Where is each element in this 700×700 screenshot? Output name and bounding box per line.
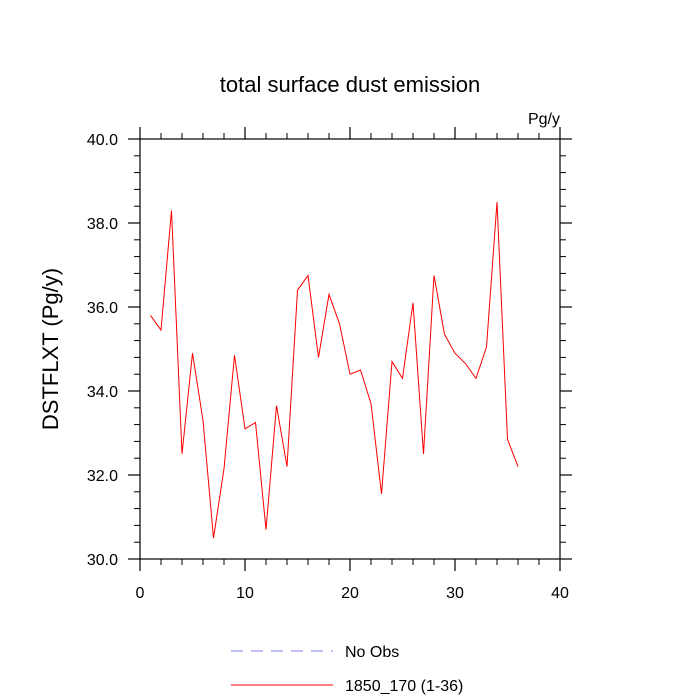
x-tick-label: 40 — [551, 585, 569, 602]
y-tick-label: 34.0 — [87, 384, 118, 401]
series-layer — [150, 201, 519, 539]
y-tick-label: 32.0 — [87, 468, 118, 485]
chart-title: total surface dust emission — [220, 72, 480, 97]
x-tick-label: 10 — [236, 585, 254, 602]
y-tick-label: 30.0 — [87, 552, 118, 569]
axis-ticks — [128, 127, 572, 571]
legend-label: No Obs — [345, 644, 399, 661]
axis-tick-labels: 0 10 20 30 40 30.0 32.0 34.0 36.0 38.0 40.0 — [87, 132, 569, 602]
y-axis-label: DSTFLXT (Pg/y) — [38, 268, 63, 430]
x-tick-label: 0 — [136, 585, 145, 602]
series-line — [150, 201, 519, 539]
x-tick-label: 20 — [341, 585, 359, 602]
y-tick-label: 36.0 — [87, 300, 118, 317]
legend: No Obs 1850_170 (1-36) — [231, 644, 463, 695]
x-tick-label: 30 — [446, 585, 464, 602]
legend-label: 1850_170 (1-36) — [345, 678, 463, 695]
units-label: Pg/y — [528, 111, 560, 128]
y-tick-label: 40.0 — [87, 132, 118, 149]
y-tick-label: 38.0 — [87, 216, 118, 233]
